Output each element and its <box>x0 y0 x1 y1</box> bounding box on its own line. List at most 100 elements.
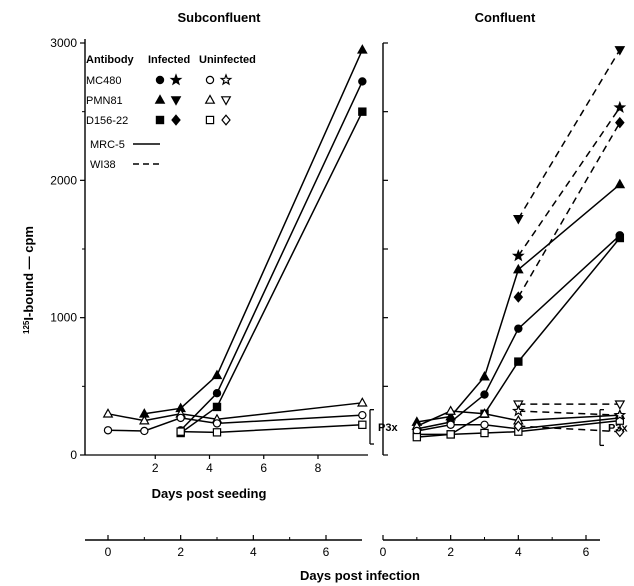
series-mc480-uninfected-mrc-5 <box>103 410 367 436</box>
marker-tri-up <box>357 397 368 407</box>
series-line <box>517 49 621 220</box>
marker-circle <box>155 75 165 85</box>
series-line <box>180 424 363 434</box>
marker-square <box>176 427 185 436</box>
marker-circle <box>480 420 489 429</box>
marker-tri-down <box>513 214 524 225</box>
marker-circle <box>480 390 489 399</box>
marker-circle <box>140 426 149 436</box>
marker-circle <box>103 426 113 435</box>
marker-diamond <box>615 116 625 129</box>
y-tick-label: 2000 <box>50 173 77 187</box>
series-line <box>518 410 620 416</box>
x-tick-label: 0 <box>105 545 112 559</box>
series-d156-22-uninfected-wi38 <box>513 420 625 438</box>
marker-tri-down <box>614 46 626 56</box>
legend-header-infected: Infected <box>148 54 190 66</box>
legend-symbols <box>154 73 233 126</box>
bracket-label: P3x <box>378 422 398 434</box>
inner-x-tick-label: 8 <box>315 461 322 475</box>
marker-tri-up <box>445 405 456 415</box>
marker-diamond <box>513 291 524 303</box>
marker-circle <box>176 413 185 423</box>
marker-circle <box>358 77 367 86</box>
marker-diamond <box>221 114 231 126</box>
marker-circle <box>205 75 215 85</box>
series-d156-22-uninfected-mrc-5 <box>176 420 367 437</box>
marker-square <box>514 357 523 366</box>
marker-square <box>358 107 367 116</box>
x-tick-label: 6 <box>583 545 590 559</box>
marker-tri-up <box>204 94 216 104</box>
legend: Antibody Infected Uninfected MC480 PMN81… <box>86 54 256 171</box>
panel-title-confluent: Confluent <box>475 10 536 25</box>
legend-cell-line-wi38: WI38 <box>90 159 116 171</box>
marker-tri-up <box>479 370 490 381</box>
series-line <box>180 111 364 434</box>
series-line <box>517 122 621 298</box>
marker-star <box>169 73 183 86</box>
marker-diamond <box>513 420 524 432</box>
y-tick-label: 0 <box>70 448 77 462</box>
marker-tri-down <box>220 96 232 106</box>
marker-tri-down <box>614 400 626 410</box>
series-mc480-infected-wi38 <box>511 100 627 262</box>
panel-title-subconfluent: Subconfluent <box>177 10 261 25</box>
series-layer <box>102 44 627 442</box>
legend-cell-line-mrc5: MRC-5 <box>90 139 125 151</box>
marker-tri-down <box>170 96 182 106</box>
bracket-label: P3x <box>608 423 628 435</box>
marker-star <box>511 404 525 417</box>
series-line <box>144 49 364 415</box>
marker-diamond <box>615 425 625 438</box>
marker-star <box>613 408 627 421</box>
marker-diamond <box>171 114 181 126</box>
series-line <box>517 107 621 257</box>
series-pmn81-infected-mrc-5 <box>411 178 626 426</box>
inner-x-tick-label: 2 <box>152 461 159 475</box>
marker-tri-up <box>479 408 490 418</box>
marker-square <box>212 402 222 412</box>
marker-circle <box>358 410 367 420</box>
marker-star <box>511 249 525 262</box>
legend-header-uninfected: Uninfected <box>199 54 256 66</box>
marker-circle <box>212 389 222 398</box>
marker-square <box>155 115 165 125</box>
marker-tri-up <box>154 94 166 104</box>
inner-x-axis-label: Days post seeding <box>152 486 267 501</box>
y-tick-label: 3000 <box>50 36 77 50</box>
marker-tri-up <box>614 178 626 189</box>
y-tick-label: 1000 <box>50 311 77 325</box>
x-tick-label: 2 <box>447 545 454 559</box>
x-tick-label: 4 <box>250 545 257 559</box>
inner-x-tick-label: 4 <box>206 461 213 475</box>
series-mc480-uninfected-wi38 <box>511 404 627 421</box>
marker-square <box>412 432 422 442</box>
p3x-bracket: P3x <box>599 409 628 447</box>
axes: 0 1000 2000 3000 0 2 4 6 2 4 6 8 0 2 4 6 <box>50 36 600 559</box>
legend-antibody-d156-22: D156-22 <box>86 115 128 127</box>
marker-tri-up <box>139 414 150 425</box>
x-tick-label: 2 <box>177 545 184 559</box>
series-d156-22-infected-wi38 <box>513 116 625 303</box>
y-axis-label: 125I-bound — cpm <box>21 226 36 334</box>
series-line <box>518 425 620 433</box>
brackets: P3x P3x <box>369 409 628 447</box>
marker-tri-up <box>513 263 524 274</box>
legend-antibody-mc480: MC480 <box>86 75 121 87</box>
marker-tri-up <box>445 410 456 421</box>
series-d156-22-infected-mrc-5 <box>176 107 367 438</box>
series-pmn81-infected-mrc-5 <box>139 44 368 418</box>
series-mc480-infected-mrc-5 <box>176 77 367 435</box>
x-axis-label: Days post infection <box>300 568 420 583</box>
x-tick-label: 4 <box>515 545 522 559</box>
marker-star <box>219 73 233 86</box>
legend-header-antibody: Antibody <box>86 54 135 66</box>
inner-x-tick-label: 6 <box>260 461 267 475</box>
marker-tri-up <box>357 44 368 54</box>
p3x-bracket: P3x <box>369 409 398 445</box>
marker-tri-up <box>211 369 223 380</box>
marker-circle <box>212 419 222 428</box>
legend-antibody-pmn81: PMN81 <box>86 95 123 107</box>
